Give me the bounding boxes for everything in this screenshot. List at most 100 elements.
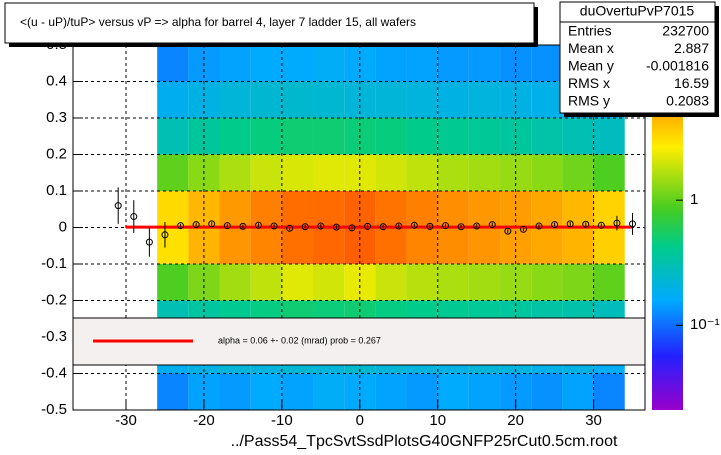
stats-label: Entries (568, 23, 612, 39)
y-tick-label: -0.4 (41, 364, 67, 381)
heatmap-cell (562, 264, 594, 301)
profile-point (457, 223, 465, 231)
heatmap-cell (468, 154, 501, 191)
heatmap-cell (468, 227, 501, 264)
y-tick-label: -0.3 (41, 328, 67, 345)
stats-value: -0.001816 (646, 58, 709, 74)
heatmap-cell (531, 373, 563, 410)
profile-point (301, 223, 309, 231)
heatmap-cell (406, 373, 438, 410)
x-tick-label: -20 (193, 412, 215, 429)
profile-point (364, 222, 372, 230)
profile-point (239, 222, 247, 230)
heatmap-cell (437, 227, 469, 264)
heatmap-cell (562, 227, 594, 264)
chart-title: <(u - uP)/tuP> versus vP => alpha for ba… (20, 15, 416, 29)
heatmap-cell (250, 264, 282, 301)
heatmap-cell (281, 227, 314, 264)
profile-point (426, 222, 434, 230)
heatmap-cell (437, 118, 469, 155)
heatmap-cell (468, 373, 501, 410)
heatmap-cell (437, 373, 469, 410)
profile-point (192, 221, 200, 229)
heatmap-cell (531, 154, 563, 191)
heatmap-cell (250, 227, 282, 264)
profile-point (145, 238, 153, 246)
heatmap-cell (219, 191, 251, 228)
heatmap-cell (562, 118, 594, 155)
heatmap-cell (313, 191, 345, 228)
z-tick-label: 10⁻¹ (690, 316, 720, 333)
heatmap-cell (562, 191, 594, 228)
profile-point (629, 220, 637, 228)
x-tick-label: 10 (429, 412, 446, 429)
heatmap-cell (562, 373, 594, 410)
heatmap-cell (313, 154, 345, 191)
y-tick-label: 0.4 (46, 72, 67, 89)
heatmap-cell (219, 154, 251, 191)
heatmap-cell (157, 81, 189, 118)
heatmap-cell (157, 191, 189, 228)
profile-point (177, 222, 185, 230)
heatmap-cell (375, 264, 407, 301)
heatmap-cell (562, 154, 594, 191)
heatmap-cell (593, 227, 625, 264)
heatmap-cell (281, 191, 314, 228)
heatmap-cell (219, 373, 251, 410)
heatmap-cell (468, 191, 501, 228)
y-tick-label: -0.5 (41, 401, 67, 418)
stats-value: 16.59 (674, 75, 709, 91)
profile-point (223, 222, 231, 230)
heatmap-cell (375, 373, 407, 410)
profile-point (130, 213, 138, 221)
stats-value: 0.2083 (666, 93, 709, 109)
profile-point (254, 221, 262, 229)
profile-point (208, 220, 216, 228)
heatmap-cell (219, 118, 251, 155)
profile (114, 187, 637, 257)
heatmap-cell (375, 227, 407, 264)
profile-point (348, 224, 356, 232)
stats-label: RMS x (568, 75, 610, 91)
heatmap-cell (281, 154, 314, 191)
profile-point (332, 223, 340, 231)
heatmap-cell (406, 154, 438, 191)
heatmap-cell (406, 118, 438, 155)
heatmap-cell (437, 81, 469, 118)
heatmap-cell (531, 264, 563, 301)
heatmap-cell (531, 118, 563, 155)
heatmap-cell (531, 191, 563, 228)
profile-point (504, 227, 512, 235)
fit-legend: alpha = 0.06 +- 0.02 (mrad) prob = 0.267 (218, 335, 381, 345)
heatmap-cell (250, 191, 282, 228)
heatmap-cell (406, 81, 438, 118)
heatmap-cell (344, 264, 376, 301)
profile-point (410, 221, 418, 229)
profile-point (442, 222, 450, 230)
heatmap-cell (406, 264, 438, 301)
heatmap-cell (531, 45, 563, 82)
heatmap-cell (250, 373, 282, 410)
profile-point (270, 222, 278, 230)
heatmap-cell (406, 191, 438, 228)
heatmap-cell (437, 191, 469, 228)
heatmap-cell (313, 227, 345, 264)
heatmap-cell (281, 264, 314, 301)
profile-point (566, 220, 574, 228)
stats-label: Mean y (568, 58, 614, 74)
y-tick-label: 0.3 (46, 109, 67, 126)
heatmap-cell (375, 118, 407, 155)
stats-label: RMS y (568, 93, 610, 109)
heatmap (157, 45, 625, 410)
heatmap-cell (250, 45, 282, 82)
profile-point (519, 225, 527, 233)
heatmap-cell (468, 45, 501, 82)
heatmap-cell (531, 81, 563, 118)
heatmap-cell (375, 81, 407, 118)
y-tick-label: 0.2 (46, 145, 67, 162)
profile-point (535, 222, 543, 230)
profile-point (379, 223, 387, 231)
heatmap-cell (250, 154, 282, 191)
stats-frame (559, 1, 716, 114)
heatmap-cell (593, 118, 625, 155)
